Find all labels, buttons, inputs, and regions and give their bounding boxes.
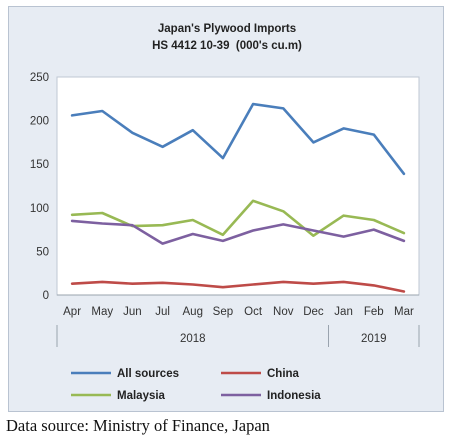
series-line-all-sources xyxy=(70,102,406,176)
legend-label-indonesia: Indonesia xyxy=(267,390,321,402)
x-tick-label: Oct xyxy=(244,306,263,318)
y-tick-label: 250 xyxy=(30,72,49,84)
chart-subtitle: HS 4412 10-39 (000's cu.m) xyxy=(152,40,302,52)
y-tick-label: 200 xyxy=(30,116,49,128)
x-tick-label: May xyxy=(91,306,113,318)
x-tick-label: Dec xyxy=(303,306,324,318)
x-tick-label: Sep xyxy=(213,306,233,318)
series-line-china xyxy=(70,280,406,293)
plot-area xyxy=(56,76,420,296)
chart: Japan's Plywood Imports HS 4412 10-39 (0… xyxy=(30,23,420,402)
x-tick-label: Mar xyxy=(394,306,414,318)
y-tick-label: 150 xyxy=(30,159,49,171)
x-tick-label: Aug xyxy=(183,306,203,318)
x-tick-label: Jan xyxy=(334,306,353,318)
data-source-note: Data source: Ministry of Finance, Japan xyxy=(6,416,270,435)
legend-label-china: China xyxy=(267,368,300,380)
x-tick-label: Nov xyxy=(273,306,294,318)
x-tick-label: Jul xyxy=(155,306,170,318)
series-line-indonesia xyxy=(70,219,406,245)
legend-label-all-sources: All sources xyxy=(117,368,179,380)
x-tick-label: Apr xyxy=(63,306,81,318)
y-tick-label: 0 xyxy=(43,290,49,302)
y-tick-label: 50 xyxy=(36,246,49,258)
x-tick-label: Jun xyxy=(123,306,142,318)
y-tick-label: 100 xyxy=(30,203,49,215)
year-group-label: 2019 xyxy=(361,333,387,345)
year-group-label: 2018 xyxy=(180,333,206,345)
chart-frame: Japan's Plywood Imports HS 4412 10-39 (0… xyxy=(8,6,444,412)
chart-title: Japan's Plywood Imports xyxy=(158,23,296,35)
legend-label-malaysia: Malaysia xyxy=(117,390,166,402)
x-tick-label: Feb xyxy=(364,306,384,318)
